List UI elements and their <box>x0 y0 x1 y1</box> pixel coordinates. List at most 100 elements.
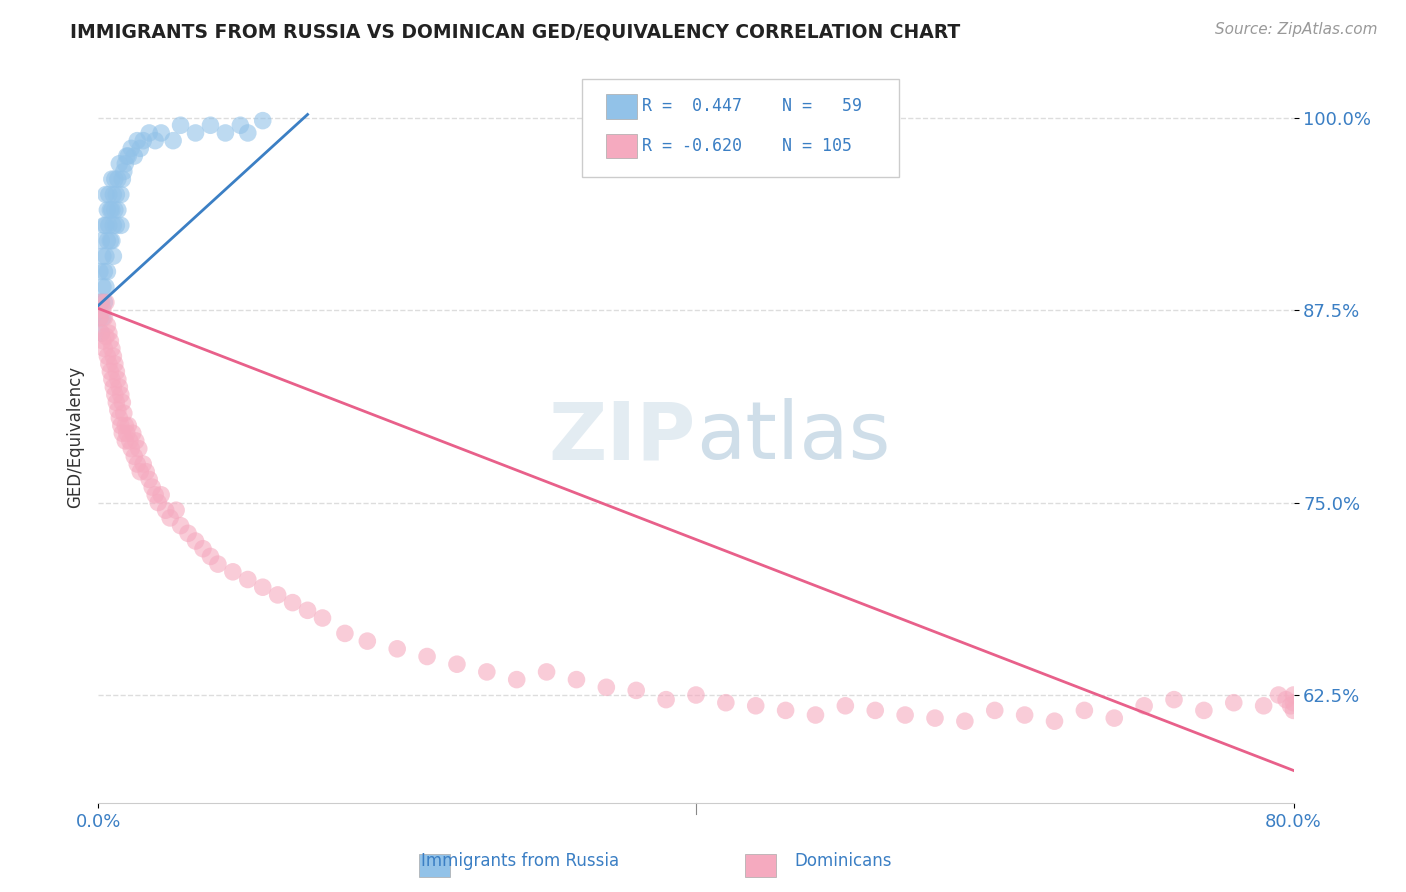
Point <box>356 634 378 648</box>
Point <box>1163 692 1185 706</box>
Point <box>101 234 124 248</box>
Point <box>924 711 946 725</box>
Point <box>111 395 134 409</box>
Point <box>135 465 157 479</box>
Point <box>894 708 917 723</box>
Point <box>91 303 114 318</box>
Point <box>1267 688 1289 702</box>
FancyBboxPatch shape <box>606 134 637 159</box>
Point <box>385 641 409 656</box>
Point <box>89 310 111 325</box>
Point <box>169 518 191 533</box>
Point <box>143 134 166 148</box>
Point <box>475 665 498 679</box>
Point <box>1253 698 1275 713</box>
Point <box>94 280 117 294</box>
Point <box>107 372 129 386</box>
Point <box>953 714 976 729</box>
Point <box>236 126 259 140</box>
Point <box>184 126 207 140</box>
Point <box>94 219 117 233</box>
FancyBboxPatch shape <box>606 94 637 119</box>
Point <box>90 234 112 248</box>
Point <box>108 157 131 171</box>
Point <box>1282 703 1305 717</box>
Point <box>110 219 132 233</box>
FancyBboxPatch shape <box>745 854 776 878</box>
Point <box>91 280 114 294</box>
Point <box>97 187 120 202</box>
Point <box>595 681 617 695</box>
Point <box>112 164 135 178</box>
Point <box>98 334 122 348</box>
Point <box>94 249 117 263</box>
Point <box>93 219 115 233</box>
Point <box>165 503 187 517</box>
Point <box>1282 688 1305 702</box>
Point <box>267 588 290 602</box>
Point <box>1282 696 1305 710</box>
Point <box>207 557 229 571</box>
Point <box>141 480 163 494</box>
Point <box>93 310 115 325</box>
FancyBboxPatch shape <box>419 854 450 878</box>
Point <box>90 295 112 310</box>
Point <box>105 365 128 379</box>
Point <box>103 349 125 363</box>
Point <box>101 372 124 386</box>
Point <box>565 673 588 687</box>
Point <box>91 310 114 325</box>
Point <box>96 202 118 217</box>
Point <box>297 603 319 617</box>
Point <box>111 426 134 441</box>
Point <box>121 426 143 441</box>
Point <box>169 118 191 132</box>
Point <box>127 457 149 471</box>
Point <box>655 692 678 706</box>
Point <box>101 342 124 356</box>
Point <box>111 172 134 186</box>
Point <box>143 488 166 502</box>
Text: R =  0.447    N =   59: R = 0.447 N = 59 <box>643 97 862 115</box>
Point <box>90 295 112 310</box>
Point <box>222 565 245 579</box>
Point <box>252 113 274 128</box>
Point <box>103 187 125 202</box>
Point <box>107 172 129 186</box>
Point <box>89 264 111 278</box>
Point <box>97 219 120 233</box>
Text: atlas: atlas <box>696 398 890 476</box>
Point <box>94 187 117 202</box>
Point <box>311 611 333 625</box>
Point <box>214 126 236 140</box>
Point <box>236 573 259 587</box>
Point <box>1043 714 1066 729</box>
Text: R = -0.620    N = 105: R = -0.620 N = 105 <box>643 137 852 155</box>
Point <box>96 264 118 278</box>
Point <box>91 249 114 263</box>
Point <box>252 580 274 594</box>
Point <box>107 202 129 217</box>
Point <box>117 418 139 433</box>
Point <box>685 688 707 702</box>
Point <box>103 219 125 233</box>
Point <box>1014 708 1036 723</box>
Point <box>184 534 207 549</box>
Point <box>94 329 117 343</box>
Point <box>96 349 118 363</box>
Text: Source: ZipAtlas.com: Source: ZipAtlas.com <box>1215 22 1378 37</box>
Point <box>124 149 146 163</box>
Point <box>114 157 136 171</box>
Point <box>129 141 152 155</box>
Point <box>115 149 138 163</box>
Text: ZIP: ZIP <box>548 398 696 476</box>
Point <box>150 488 173 502</box>
Text: Immigrants from Russia: Immigrants from Russia <box>422 852 619 870</box>
Point <box>129 465 152 479</box>
Point <box>112 406 135 420</box>
Point <box>132 457 155 471</box>
Point <box>89 295 111 310</box>
Point <box>120 141 142 155</box>
Point <box>117 149 139 163</box>
Point <box>89 310 111 325</box>
